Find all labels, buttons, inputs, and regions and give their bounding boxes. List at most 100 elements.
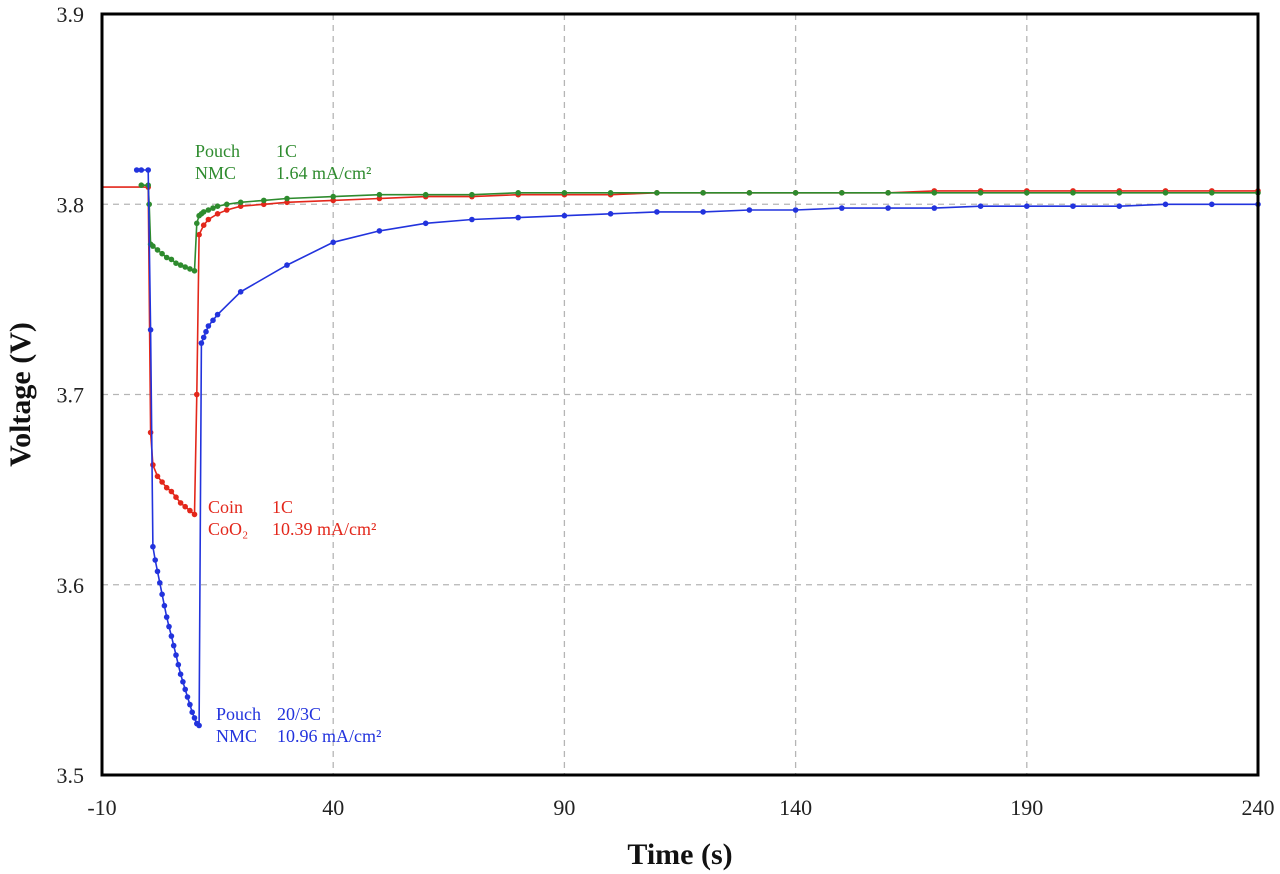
- annotation-cell-type: Coin: [208, 497, 243, 517]
- annotation-blue: Pouch 20/3C NMC 10.96 mA/cm²: [216, 704, 381, 746]
- annotations: Pouch 1C NMC 1.64 mA/cm² Coin 1C CoO₂ 10.39 mA/…: [195, 141, 381, 746]
- data-point: [194, 391, 200, 398]
- tick-labels: -10 40 90 140 190 240 3.5 3.6 3.7 3.8 3.9: [57, 2, 1275, 820]
- data-point: [200, 334, 207, 341]
- data-point: [159, 479, 165, 485]
- series-red: [102, 184, 1261, 518]
- data-point: [931, 205, 938, 211]
- data-point: [515, 214, 521, 221]
- data-point: [138, 167, 145, 173]
- x-tick-label: 40: [322, 795, 344, 820]
- data-point: [261, 197, 267, 204]
- data-point: [177, 500, 184, 506]
- annotation-rate: 20/3C: [277, 704, 321, 724]
- series-blue: [133, 167, 1261, 729]
- annotation-cell-type: Pouch: [195, 141, 240, 161]
- data-point: [177, 671, 184, 677]
- data-point: [700, 190, 706, 196]
- data-point: [607, 190, 614, 196]
- data-point: [166, 623, 172, 630]
- data-point: [189, 709, 195, 715]
- data-point: [159, 250, 165, 257]
- series-line: [141, 184, 1258, 272]
- data-point: [196, 231, 202, 238]
- data-point: [792, 190, 799, 196]
- data-point: [203, 328, 209, 335]
- data-point: [173, 494, 179, 501]
- data-point: [210, 317, 216, 324]
- plot-frame: [100, 12, 1260, 777]
- y-tick-label: 3.5: [57, 763, 85, 788]
- data-point: [180, 679, 186, 685]
- data-point: [330, 239, 337, 246]
- data-point: [163, 614, 170, 620]
- data-point: [1070, 190, 1076, 196]
- data-point: [152, 557, 158, 563]
- data-point: [237, 203, 244, 209]
- annotation-red: Coin 1C CoO₂ 10.39 mA/cm²: [208, 497, 376, 539]
- x-axis-title: Time (s): [627, 838, 732, 871]
- data-point: [469, 216, 475, 223]
- data-point: [163, 254, 170, 261]
- data-point: [191, 511, 198, 518]
- annotation-cell-type: CoO₂: [208, 519, 248, 539]
- data-point: [654, 209, 660, 215]
- y-axis-title: Voltage (V): [4, 322, 37, 467]
- data-point: [214, 203, 221, 209]
- data-point: [746, 207, 753, 213]
- x-tick-label: 190: [1010, 795, 1043, 820]
- data-point: [150, 462, 156, 468]
- data-point: [150, 543, 156, 550]
- data-point: [1024, 203, 1030, 209]
- data-point: [150, 243, 156, 249]
- data-point: [187, 701, 193, 708]
- data-point: [330, 193, 337, 200]
- series-line: [136, 169, 1258, 728]
- data-point: [977, 190, 984, 196]
- data-point: [746, 190, 753, 196]
- data-point: [654, 190, 660, 196]
- data-point: [157, 580, 163, 586]
- y-tick-label: 3.9: [57, 2, 85, 27]
- data-point: [839, 190, 845, 196]
- annotation-rate: 10.39 mA/cm²: [272, 519, 376, 539]
- annotation-rate: 10.96 mA/cm²: [277, 726, 381, 746]
- data-point: [154, 247, 161, 253]
- data-point: [261, 201, 267, 208]
- y-tick-label: 3.7: [57, 383, 85, 408]
- annotation-cell-type: NMC: [195, 163, 236, 183]
- data-point: [182, 503, 188, 510]
- data-point: [1162, 201, 1169, 208]
- annotation-green: Pouch 1C NMC 1.64 mA/cm²: [195, 141, 371, 183]
- data-point: [145, 167, 151, 173]
- data-point: [168, 256, 175, 263]
- data-point: [977, 203, 984, 209]
- data-point: [175, 661, 182, 668]
- data-point: [210, 205, 216, 211]
- data-point: [177, 262, 184, 268]
- data-point: [224, 207, 230, 213]
- data-point: [205, 323, 212, 329]
- data-point: [168, 488, 175, 495]
- x-tick-label: -10: [87, 795, 116, 820]
- data-point: [931, 190, 938, 196]
- data-point: [200, 222, 207, 228]
- data-point: [561, 212, 568, 219]
- data-point: [159, 591, 165, 598]
- data-point: [561, 190, 568, 196]
- data-point: [885, 190, 891, 196]
- x-tick-label: 140: [779, 795, 812, 820]
- series-line: [102, 186, 1258, 517]
- data-point: [147, 429, 154, 436]
- x-tick-label: 240: [1242, 795, 1275, 820]
- annotation-rate: 1C: [276, 141, 297, 161]
- data-point: [147, 327, 154, 333]
- data-point: [469, 191, 475, 198]
- data-point: [154, 568, 161, 575]
- series-green: [138, 182, 1261, 274]
- data-point: [284, 195, 290, 202]
- data-point: [184, 694, 191, 700]
- data-point: [187, 507, 193, 514]
- data-point: [205, 216, 212, 223]
